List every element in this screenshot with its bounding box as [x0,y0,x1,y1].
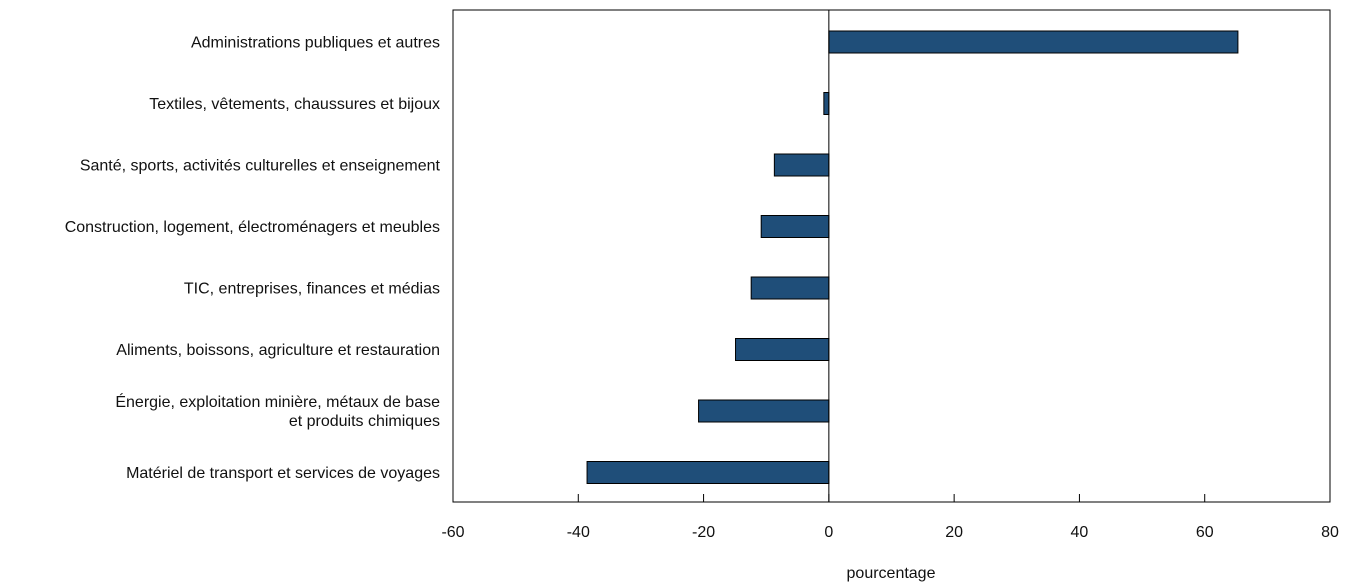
category-labels: Administrations publiques et autres Texti… [65,35,441,483]
x-tick-label: 40 [1071,524,1089,541]
x-tick-label: -40 [567,524,590,541]
bar-4 [750,276,830,300]
bar-2 [773,153,830,177]
x-tick-label: 20 [945,524,963,541]
x-tick-label: -60 [441,524,464,541]
category-label: Énergie, exploitation minière, métaux de… [115,392,440,430]
bars-group [586,30,1239,484]
x-tick-label: -20 [692,524,715,541]
category-label: Administrations publiques et autres [191,35,440,52]
x-tick-label: 60 [1196,524,1214,541]
category-label: Construction, logement, électroménagers … [65,219,440,236]
bar-5 [735,338,830,361]
category-label: Santé, sports, activités culturelles et … [80,158,441,175]
x-axis-ticks: -60 -40 -20 0 20 40 60 80 [441,494,1339,541]
bar-7 [586,461,830,484]
category-label: TIC, entreprises, finances et médias [184,281,440,298]
category-label: Matériel de transport et services de voy… [126,465,440,482]
bar-0 [828,30,1239,54]
x-axis-title: pourcentage [847,565,936,582]
bar-3 [760,215,830,238]
bar-1 [823,92,830,115]
bar-6 [698,399,830,423]
category-label: Aliments, boissons, agriculture et resta… [116,342,440,359]
x-tick-label: 0 [824,524,833,541]
plot-frame [452,9,1331,503]
category-label: Textiles, vêtements, chaussures et bijou… [149,96,440,113]
x-tick-label: 80 [1321,524,1339,541]
